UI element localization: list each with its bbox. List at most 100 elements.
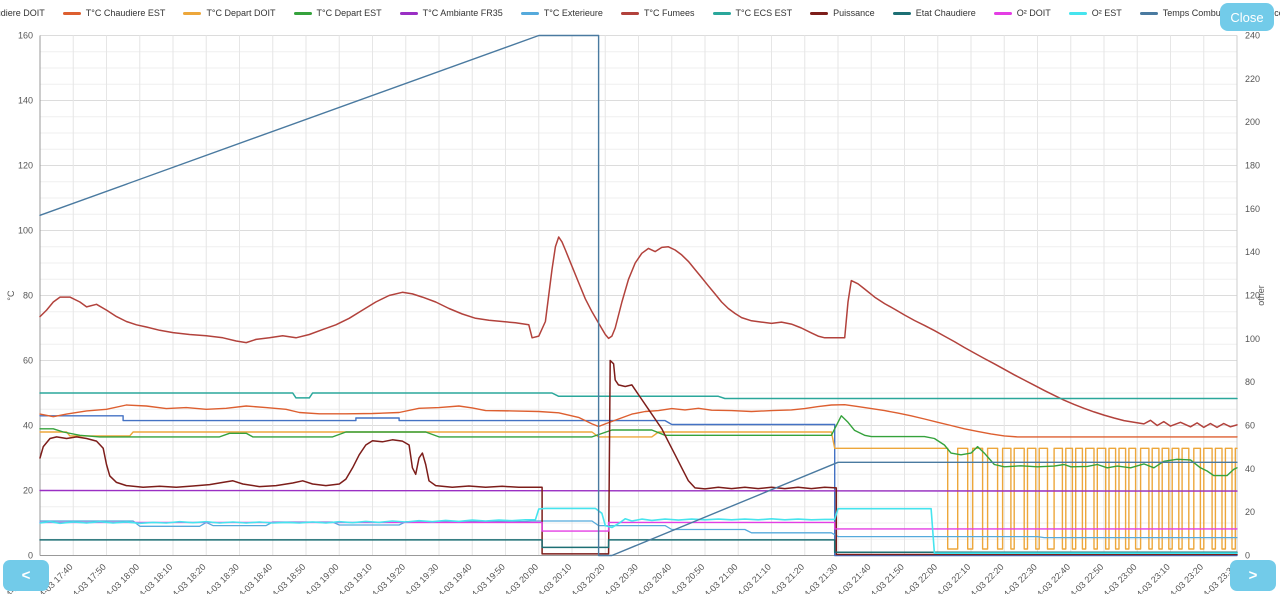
legend-item-10[interactable]: O² DOIT xyxy=(993,8,1051,18)
legend-swatch-icon xyxy=(1139,11,1158,15)
legend-swatch-icon xyxy=(520,11,539,15)
legend-swatch-icon xyxy=(1068,11,1087,15)
series-line-12 xyxy=(39,34,1238,557)
series-line-4 xyxy=(39,489,1238,492)
close-button[interactable]: Close xyxy=(1220,3,1274,31)
legend-item-9[interactable]: Etat Chaudiere xyxy=(892,8,976,18)
x-tick-label: 04-03 18:40 xyxy=(233,562,274,594)
legend-item-1[interactable]: T°C Chaudiere EST xyxy=(62,8,166,18)
x-tick-label: 04-03 18:50 xyxy=(266,562,307,594)
legend-label: T°C Depart EST xyxy=(316,8,382,18)
x-tick-label: 04-03 20:40 xyxy=(632,562,673,594)
legend-item-8[interactable]: Puissance xyxy=(810,8,875,18)
y-left-tick-label: 40 xyxy=(23,421,33,431)
legend-swatch-icon xyxy=(810,11,829,15)
x-tick-label: 04-03 21:30 xyxy=(798,562,839,594)
series-line-8 xyxy=(39,359,1238,556)
x-tick-label: 04-03 22:40 xyxy=(1031,562,1072,594)
y-right-tick-label: 140 xyxy=(1245,247,1260,257)
y-right-tick-label: 40 xyxy=(1245,464,1255,474)
y-right-tick-label: 240 xyxy=(1245,31,1260,41)
x-tick-label: 04-03 18:20 xyxy=(167,562,208,594)
legend-item-3[interactable]: T°C Depart EST xyxy=(293,8,382,18)
legend-swatch-icon xyxy=(620,11,639,15)
series-line-3 xyxy=(39,415,1238,477)
legend-label: T°C Exterieure xyxy=(543,8,603,18)
legend-swatch-icon xyxy=(183,11,202,15)
legend-label: T°C Depart DOIT xyxy=(206,8,276,18)
x-tick-label: 04-03 20:20 xyxy=(566,562,607,594)
x-tick-label: 04-03 18:00 xyxy=(100,562,141,594)
x-tick-label: 04-03 23:00 xyxy=(1098,562,1139,594)
legend-label: T°C Chaudiere DOIT xyxy=(0,8,45,18)
legend-label: T°C Chaudiere EST xyxy=(85,8,166,18)
legend-item-0[interactable]: T°C Chaudiere DOIT xyxy=(0,8,45,18)
legend-label: T°C ECS EST xyxy=(735,8,793,18)
x-tick-label: 04-03 19:40 xyxy=(433,562,474,594)
prev-page-button[interactable]: < xyxy=(3,560,49,591)
y-left-axis-title: °C xyxy=(6,290,16,301)
y-right-axis-title: other xyxy=(1256,285,1266,306)
x-tick-label: 04-03 19:30 xyxy=(399,562,440,594)
legend-swatch-icon xyxy=(712,11,731,15)
x-tick-label: 04-03 20:00 xyxy=(499,562,540,594)
y-left-tick-label: 100 xyxy=(18,226,33,236)
legend-label: O² DOIT xyxy=(1016,8,1051,18)
y-left-tick-label: 140 xyxy=(18,96,33,106)
y-right-tick-label: 220 xyxy=(1245,74,1260,84)
series-line-11 xyxy=(39,507,1238,555)
y-right-tick-label: 120 xyxy=(1245,291,1260,301)
y-left-tick-label: 0 xyxy=(28,551,33,561)
x-tick-label: 04-03 19:50 xyxy=(466,562,507,594)
series-line-7 xyxy=(39,392,1238,400)
next-page-button[interactable]: > xyxy=(1230,560,1276,591)
x-tick-label: 04-03 23:10 xyxy=(1131,562,1172,594)
legend-label: Etat Chaudiere xyxy=(915,8,976,18)
legend-swatch-icon xyxy=(399,11,418,15)
y-left-tick-label: 120 xyxy=(18,161,33,171)
y-right-tick-label: 0 xyxy=(1245,551,1250,561)
x-tick-label: 04-03 19:20 xyxy=(366,562,407,594)
y-right-tick-label: 160 xyxy=(1245,204,1260,214)
x-tick-label: 04-03 21:00 xyxy=(699,562,740,594)
x-tick-label: 04-03 22:20 xyxy=(965,562,1006,594)
y-left-tick-label: 160 xyxy=(18,31,33,41)
legend-label: T°C Fumees xyxy=(643,8,695,18)
legend-swatch-icon xyxy=(293,11,312,15)
legend-item-4[interactable]: T°C Ambiante FR35 xyxy=(399,8,503,18)
y-right-tick-label: 100 xyxy=(1245,334,1260,344)
series-line-2 xyxy=(39,431,1238,550)
legend-item-7[interactable]: T°C ECS EST xyxy=(712,8,793,18)
y-right-tick-label: 200 xyxy=(1245,117,1260,127)
legend-swatch-icon xyxy=(993,11,1012,15)
y-right-tick-label: 60 xyxy=(1245,421,1255,431)
legend-label: O² EST xyxy=(1091,8,1122,18)
x-tick-label: 04-03 22:50 xyxy=(1064,562,1105,594)
series-line-6 xyxy=(39,236,1238,429)
y-left-tick-label: 60 xyxy=(23,356,33,366)
x-tick-label: 04-03 17:50 xyxy=(67,562,108,594)
x-tick-label: 04-03 19:10 xyxy=(333,562,374,594)
x-tick-label: 04-03 18:10 xyxy=(133,562,174,594)
y-left-tick-label: 20 xyxy=(23,486,33,496)
series-line-9 xyxy=(39,539,1238,554)
x-tick-label: 04-03 21:10 xyxy=(732,562,773,594)
legend-item-5[interactable]: T°C Exterieure xyxy=(520,8,603,18)
legend-item-6[interactable]: T°C Fumees xyxy=(620,8,695,18)
x-tick-label: 04-03 21:50 xyxy=(865,562,906,594)
legend-item-11[interactable]: O² EST xyxy=(1068,8,1122,18)
y-left-tick-label: 80 xyxy=(23,291,33,301)
x-tick-label: 04-03 20:50 xyxy=(665,562,706,594)
x-tick-label: 04-03 22:00 xyxy=(898,562,939,594)
legend-item-2[interactable]: T°C Depart DOIT xyxy=(183,8,276,18)
y-right-tick-label: 20 xyxy=(1245,507,1255,517)
series-line-1 xyxy=(39,404,1238,438)
x-tick-label: 04-03 22:30 xyxy=(998,562,1039,594)
x-tick-label: 04-03 21:40 xyxy=(832,562,873,594)
x-tick-label: 04-03 23:20 xyxy=(1164,562,1205,594)
y-right-tick-label: 180 xyxy=(1245,161,1260,171)
legend-label: T°C Ambiante FR35 xyxy=(422,8,503,18)
legend-swatch-icon xyxy=(62,11,81,15)
